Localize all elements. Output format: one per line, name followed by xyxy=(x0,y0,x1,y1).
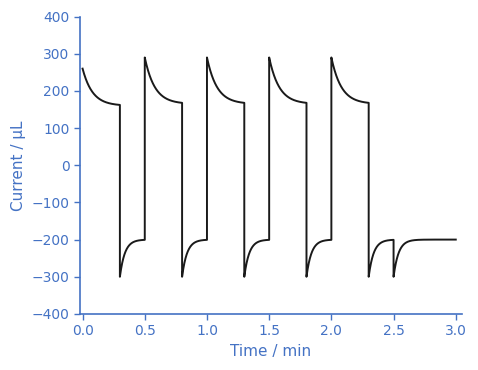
X-axis label: Time / min: Time / min xyxy=(230,344,312,359)
Y-axis label: Current / μL: Current / μL xyxy=(11,120,26,211)
